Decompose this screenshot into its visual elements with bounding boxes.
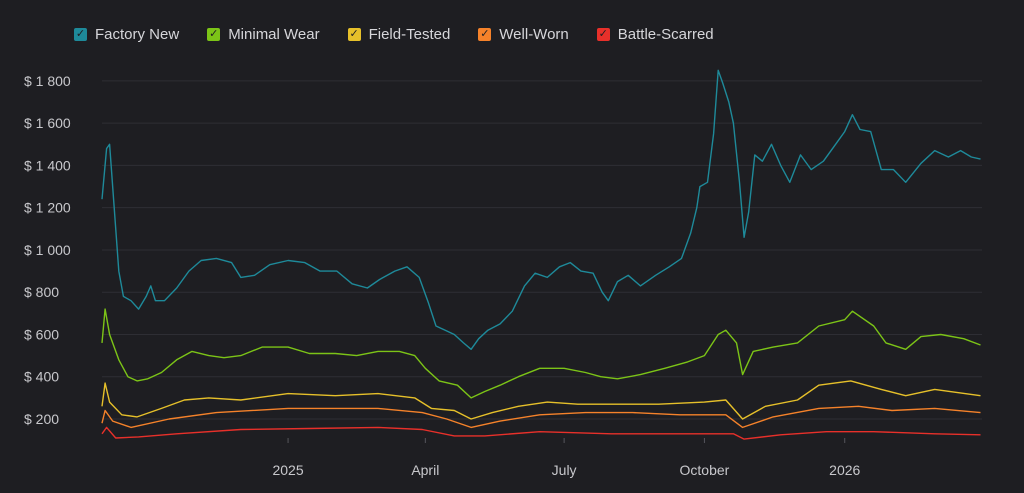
legend-label: Factory New	[95, 25, 180, 43]
x-axis-labels: 2025 April July October 2026	[272, 438, 861, 478]
legend-item-field-tested[interactable]: ✓ Field-Tested	[347, 25, 451, 43]
y-tick-label: $ 1 600	[24, 115, 71, 131]
legend-item-battle-scarred[interactable]: ✓ Battle-Scarred	[596, 25, 714, 43]
x-tick-label: 2025	[272, 462, 303, 478]
legend-item-well-worn[interactable]: ✓ Well-Worn	[478, 25, 569, 43]
series-line-battle-scarred[interactable]	[101, 426, 981, 440]
series-lines	[101, 69, 981, 440]
checkbox-icon[interactable]: ✓	[207, 27, 221, 41]
y-tick-label: $ 800	[24, 284, 59, 300]
x-tick-label: 2026	[829, 462, 860, 478]
checkbox-icon[interactable]: ✓	[347, 27, 361, 41]
checkbox-icon[interactable]: ✓	[74, 27, 87, 41]
series-line-field-tested[interactable]	[101, 380, 981, 420]
legend-label: Field-Tested	[368, 25, 451, 43]
legend-item-minimal-wear[interactable]: ✓ Minimal Wear	[207, 25, 320, 43]
checkbox-icon[interactable]: ✓	[478, 27, 492, 41]
y-axis-labels: $ 200 $ 400 $ 600 $ 800 $ 1 000 $ 1 200 $ 1 40…	[24, 73, 71, 427]
legend-label: Battle-Scarred	[617, 25, 714, 43]
series-line-minimal-wear[interactable]	[101, 308, 981, 399]
y-tick-label: $ 1 200	[24, 200, 71, 216]
series-line-well-worn[interactable]	[101, 405, 981, 429]
grid-lines	[102, 80, 982, 420]
legend-label: Minimal Wear	[228, 25, 320, 43]
legend: ✓ Factory New ✓ Minimal Wear ✓ Field-Tes…	[74, 22, 742, 46]
x-tick-label: October	[680, 462, 730, 478]
y-tick-label: $ 1 800	[24, 73, 71, 89]
y-tick-label: $ 1 400	[24, 157, 71, 173]
x-tick-label: April	[411, 462, 439, 478]
series-line-factory-new[interactable]	[101, 69, 981, 350]
y-tick-label: $ 1 000	[24, 242, 71, 258]
y-tick-label: $ 200	[24, 411, 59, 427]
legend-item-factory-new[interactable]: ✓ Factory New	[74, 26, 179, 43]
checkbox-icon[interactable]: ✓	[596, 27, 610, 41]
x-tick-label: July	[552, 462, 577, 478]
y-tick-label: $ 400	[24, 369, 59, 385]
y-tick-label: $ 600	[24, 326, 59, 342]
legend-label: Well-Worn	[499, 25, 569, 43]
